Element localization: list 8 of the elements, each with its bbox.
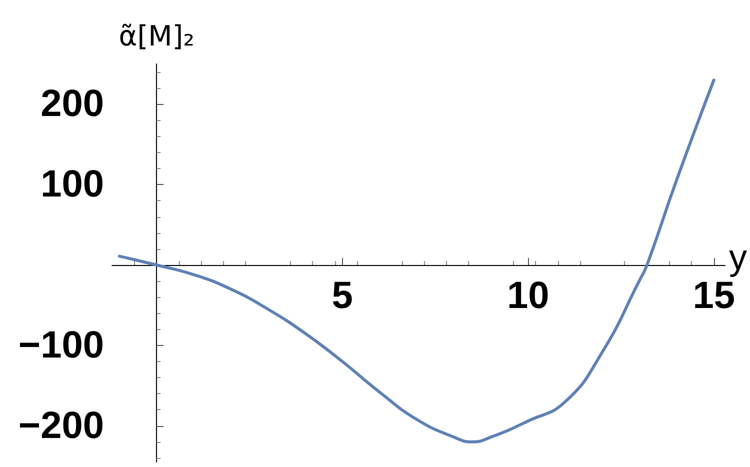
x-tick-label: 10 [506,275,550,318]
y-tick-label: 100 [40,164,104,206]
x-tick-label: 5 [332,275,353,318]
y-tick-label: 200 [40,83,104,126]
y-tick-label: −100 [18,324,104,366]
y-tick-label: −200 [18,404,104,447]
y-axis-title: α̃[M]₂ [118,20,194,52]
x-axis-title: y [729,236,747,278]
